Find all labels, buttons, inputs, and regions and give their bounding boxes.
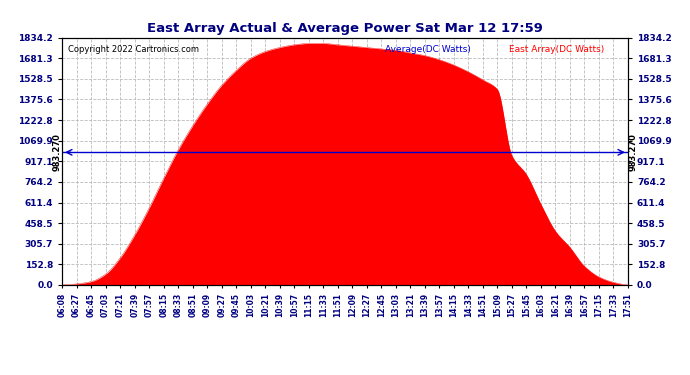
Title: East Array Actual & Average Power Sat Mar 12 17:59: East Array Actual & Average Power Sat Ma… (147, 22, 543, 35)
Text: Copyright 2022 Cartronics.com: Copyright 2022 Cartronics.com (68, 45, 199, 54)
Text: 983.270: 983.270 (52, 134, 61, 171)
Text: Average(DC Watts): Average(DC Watts) (384, 45, 471, 54)
Text: East Array(DC Watts): East Array(DC Watts) (509, 45, 604, 54)
Text: 983.270: 983.270 (629, 134, 638, 171)
